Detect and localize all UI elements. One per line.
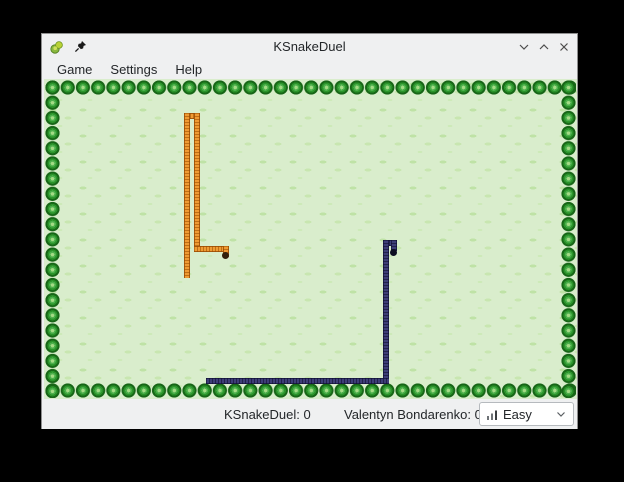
- wall-left: [45, 80, 60, 398]
- maximize-icon[interactable]: [537, 40, 551, 54]
- pin-icon[interactable]: [72, 39, 88, 55]
- menu-game[interactable]: Game: [57, 61, 93, 77]
- app-icon[interactable]: [49, 39, 65, 55]
- snake-orange-segment: [194, 113, 200, 249]
- snake-orange-segment: [194, 246, 229, 252]
- wall-bottom: [45, 383, 576, 398]
- menu-settings[interactable]: Settings: [110, 61, 158, 77]
- snake-blue-segment: [383, 240, 397, 246]
- ksnakeduel-window: KSnakeDuel Game Settings Help KSnakeDuel…: [41, 33, 578, 429]
- minimize-icon[interactable]: [517, 40, 531, 54]
- snake-orange-segment: [223, 246, 229, 257]
- snake-orange-head: [222, 252, 229, 259]
- snake-layer: [44, 79, 577, 399]
- chevron-down-icon: [555, 408, 567, 420]
- window-title: KSnakeDuel: [273, 39, 346, 54]
- titlebar[interactable]: KSnakeDuel: [42, 34, 577, 59]
- statusbar: KSnakeDuel: 0 Valentyn Bondarenko: 0 Eas…: [42, 399, 577, 429]
- snake-blue-segment: [391, 240, 397, 251]
- close-icon[interactable]: [557, 40, 571, 54]
- snake-orange-segment: [184, 113, 200, 119]
- menu-help[interactable]: Help: [175, 61, 203, 77]
- snake-blue-head: [390, 249, 397, 256]
- menubar: Game Settings Help: [42, 59, 577, 79]
- score-player2: Valentyn Bondarenko: 0: [344, 406, 482, 422]
- difficulty-dropdown[interactable]: Easy: [479, 402, 574, 426]
- difficulty-value: Easy: [503, 406, 532, 422]
- wall-right: [561, 80, 576, 398]
- score-player1: KSnakeDuel: 0: [224, 406, 311, 422]
- difficulty-bars-icon: [486, 409, 498, 420]
- snake-orange-segment: [184, 113, 190, 278]
- wall-top: [45, 80, 576, 95]
- snake-blue-segment: [206, 378, 389, 384]
- game-field: [44, 79, 577, 399]
- snake-blue-segment: [383, 240, 389, 384]
